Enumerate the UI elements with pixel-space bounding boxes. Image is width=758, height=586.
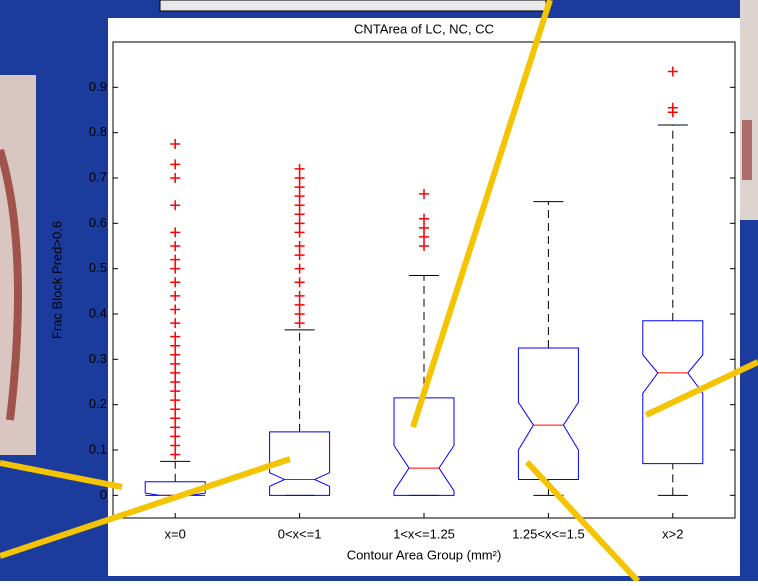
x-tick-label: x>2 — [662, 526, 683, 541]
outlier — [170, 340, 181, 351]
box — [393, 397, 455, 496]
outlier — [294, 182, 305, 193]
callout-line — [0, 456, 291, 559]
plot-marks: 0 0.1 0.2 0.3 0.4 0.5 0.6 0.7 0.8 0.9 x=0 0<x<=1 1<x… — [89, 66, 735, 541]
outlier — [170, 386, 181, 397]
outlier — [170, 422, 181, 433]
callout-line — [0, 460, 123, 490]
outlier — [294, 227, 305, 238]
right-image — [740, 0, 758, 220]
outlier — [294, 163, 305, 174]
x-tick-label: 1.25<x<=1.5 — [512, 526, 585, 541]
outlier — [294, 299, 305, 310]
outlier — [170, 254, 181, 265]
box — [642, 320, 704, 465]
top-strip — [159, 0, 547, 12]
outlier — [170, 367, 181, 378]
outlier — [419, 241, 429, 251]
outlier — [170, 413, 181, 424]
outlier — [170, 159, 181, 170]
y-tick-label: 0.1 — [89, 441, 107, 456]
outlier — [294, 263, 305, 274]
outlier — [170, 331, 181, 342]
outlier — [170, 200, 181, 211]
outlier — [170, 404, 181, 415]
outlier — [170, 277, 181, 288]
left-image-tissue — [0, 148, 22, 421]
outlier — [170, 431, 181, 442]
outlier — [170, 349, 181, 360]
x-tick-label: 0<x<=1 — [278, 526, 322, 541]
callout-line — [644, 359, 758, 418]
x-tick-label: x=0 — [165, 526, 186, 541]
y-tick-label: 0.2 — [89, 396, 107, 411]
outlier — [294, 309, 305, 319]
y-tick-label: 0.4 — [89, 305, 107, 320]
outlier — [419, 222, 429, 233]
callout-line — [410, 0, 553, 428]
y-tick-label: 0.3 — [89, 351, 107, 366]
box — [144, 481, 206, 496]
outlier — [170, 263, 181, 274]
outlier — [170, 173, 181, 183]
outlier — [419, 188, 429, 199]
callout-line — [524, 459, 641, 584]
y-axis-label: Frac Block Pred>0.6 — [49, 221, 64, 339]
y-tick-label: 0.5 — [89, 260, 107, 275]
y-tick-label: 0.9 — [89, 79, 107, 94]
outlier — [170, 139, 181, 149]
outlier — [170, 318, 181, 329]
chart-title: CNTArea of LC, NC, CC — [354, 21, 494, 36]
outlier — [294, 290, 305, 301]
box — [269, 431, 331, 496]
outlier — [294, 277, 305, 288]
outlier — [170, 440, 181, 451]
outlier — [170, 358, 181, 369]
right-image-tissue — [742, 120, 752, 180]
outlier — [170, 227, 181, 238]
x-axis-label: Contour Area Group (mm²) — [347, 547, 502, 562]
outlier — [294, 209, 305, 220]
outlier — [294, 218, 305, 229]
outlier — [294, 241, 305, 251]
outlier — [667, 102, 678, 113]
outlier — [170, 304, 181, 315]
outlier — [294, 191, 305, 202]
outlier — [170, 395, 181, 406]
outlier — [667, 66, 678, 77]
y-tick-label: 0.8 — [89, 124, 107, 139]
outlier — [170, 241, 181, 251]
outlier — [294, 318, 305, 329]
outlier — [294, 173, 305, 183]
y-tick-label: 0.7 — [89, 169, 107, 184]
outlier — [170, 377, 181, 387]
outlier — [419, 213, 429, 224]
outlier — [170, 449, 181, 460]
x-tick-label: 1<x<=1.25 — [393, 526, 455, 541]
y-tick-label: 0.6 — [89, 215, 107, 230]
outlier — [294, 250, 305, 261]
y-tick-label: 0 — [100, 487, 107, 502]
outlier — [419, 231, 429, 242]
outlier — [294, 200, 305, 211]
outlier — [170, 290, 181, 301]
box — [517, 347, 579, 480]
